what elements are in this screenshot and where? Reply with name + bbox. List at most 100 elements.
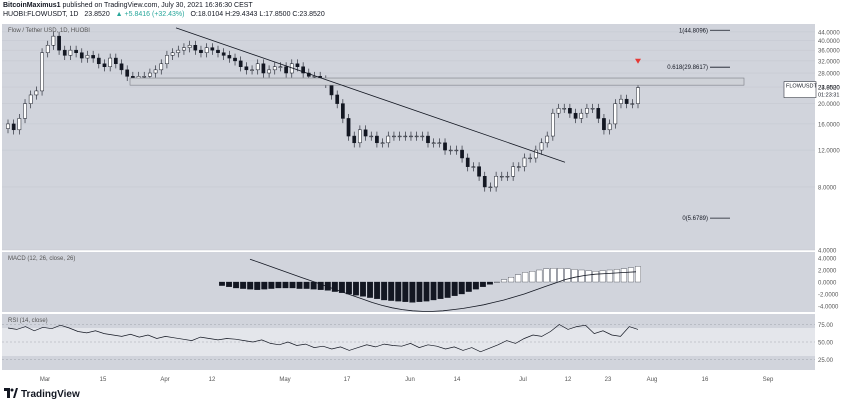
price-tick-label: 8.0000 bbox=[818, 185, 837, 191]
macd-histogram-bar bbox=[352, 281, 359, 296]
tradingview-brand: TradingView bbox=[21, 389, 80, 400]
ohlc-values: O:18.0104 H:29.4343 L:17.8500 C:23.8520 bbox=[190, 11, 325, 18]
macd-histogram-bar bbox=[233, 281, 240, 289]
author-name[interactable]: BitcoinMaximus1 bbox=[3, 2, 61, 9]
fib-level-label: 0.618(29.8617) bbox=[667, 65, 708, 71]
macd-histogram-bar bbox=[374, 281, 381, 299]
macd-histogram-bar bbox=[303, 281, 310, 289]
candle-body bbox=[477, 166, 481, 177]
candle-body bbox=[11, 123, 16, 131]
macd-histogram-bar bbox=[494, 281, 500, 283]
candle-body bbox=[562, 108, 567, 110]
time-tick-label: 14 bbox=[454, 377, 461, 383]
macd-histogram-bar bbox=[367, 281, 374, 298]
macd-histogram-bar bbox=[486, 281, 493, 285]
price-tag-symbol: FLOWUSDT bbox=[786, 84, 818, 90]
macd-histogram-bar bbox=[409, 281, 416, 303]
fib-level-label: 1(44.8096) bbox=[679, 28, 708, 34]
macd-histogram-bar bbox=[585, 270, 592, 283]
macd-histogram-bar bbox=[360, 281, 366, 297]
candle-body bbox=[488, 186, 493, 189]
candle-body bbox=[375, 135, 379, 144]
candle-body bbox=[619, 98, 623, 104]
tradingview-logo[interactable]: TradingView bbox=[4, 388, 80, 400]
candle-body bbox=[335, 94, 340, 104]
macd-histogram-bar bbox=[465, 281, 472, 292]
chart-canvas[interactable]: 4.0000 8.0000 12.0000 16.0000 20.0000 24.0000… bbox=[0, 22, 850, 386]
candle-body bbox=[96, 57, 101, 65]
descending-trendline bbox=[175, 27, 566, 163]
macd-histogram-bar bbox=[261, 281, 268, 290]
candle-body bbox=[244, 66, 249, 71]
candle-body bbox=[431, 142, 436, 144]
macd-histogram-bar bbox=[571, 269, 578, 283]
macd-histogram-bar bbox=[451, 281, 458, 296]
candle-body bbox=[182, 47, 186, 51]
candle-body bbox=[238, 60, 243, 67]
candle-body bbox=[539, 142, 544, 151]
price-tick-label: 24.0000 bbox=[818, 86, 840, 92]
macd-histogram-bar bbox=[275, 281, 282, 289]
candle-body bbox=[596, 108, 601, 119]
candle-body bbox=[193, 44, 198, 51]
macd-histogram-bar bbox=[423, 281, 430, 302]
price-tag-countdown: 01:23:31 bbox=[818, 93, 839, 99]
candle-body bbox=[272, 66, 277, 71]
candle-body bbox=[471, 166, 476, 168]
time-tick-label: Jul bbox=[519, 377, 527, 383]
price-tick-label: 40.0000 bbox=[818, 39, 840, 45]
candle-body bbox=[216, 49, 220, 53]
price-tick-label: 28.0000 bbox=[818, 72, 840, 78]
candle-body bbox=[556, 108, 561, 114]
candle-body bbox=[522, 157, 527, 167]
time-tick-label: 12 bbox=[209, 377, 216, 383]
candle-body bbox=[533, 149, 538, 159]
macd-title: MACD (12, 26, close, 26) bbox=[8, 256, 75, 262]
candle-body bbox=[57, 35, 61, 51]
candle-body bbox=[448, 149, 453, 152]
candle-body bbox=[312, 76, 317, 78]
macd-histogram-bar bbox=[395, 281, 402, 302]
candle-body bbox=[85, 55, 90, 59]
macd-histogram-bar bbox=[254, 281, 261, 290]
candle-body bbox=[295, 63, 300, 67]
rsi-title: RSI (14, close) bbox=[8, 318, 48, 324]
candle-body bbox=[630, 103, 635, 105]
candle-body bbox=[250, 69, 254, 71]
candle-body bbox=[341, 103, 345, 119]
candle-body bbox=[119, 63, 124, 71]
candle-body bbox=[108, 57, 113, 67]
macd-histogram-bar bbox=[345, 281, 352, 295]
macd-histogram-bar bbox=[479, 281, 486, 287]
candle-body bbox=[261, 63, 266, 74]
macd-histogram-bar bbox=[550, 268, 557, 283]
tradingview-logo-icon bbox=[4, 388, 18, 398]
published-text: published on TradingView.com, July 30, 2… bbox=[62, 2, 253, 9]
macd-histogram-bar bbox=[338, 281, 345, 293]
macd-tick-label: 0.0000 bbox=[818, 281, 837, 287]
rsi-pane: 75.00 50.00 25.00 RSI (14, close) bbox=[2, 314, 834, 370]
time-tick-label: 17 bbox=[344, 377, 351, 383]
candle-body bbox=[187, 44, 192, 48]
macd-histogram-bar bbox=[437, 281, 444, 299]
candle-body bbox=[148, 72, 152, 77]
candle-body bbox=[437, 142, 442, 144]
macd-histogram-bar bbox=[317, 281, 324, 290]
candle-body bbox=[142, 76, 147, 78]
macd-histogram-bar bbox=[613, 269, 620, 283]
price-change: ▲ +5.8416 (+32.43%) bbox=[115, 11, 185, 18]
macd-tick-label: 4.0000 bbox=[818, 257, 837, 263]
macd-histogram-bar bbox=[331, 281, 338, 292]
candle-body bbox=[585, 108, 589, 114]
time-tick-label: Aug bbox=[647, 377, 658, 383]
candle-body bbox=[125, 69, 130, 77]
candle-body bbox=[6, 123, 10, 129]
candle-body bbox=[568, 108, 572, 114]
price-tick-label: 36.0000 bbox=[818, 49, 840, 55]
macd-histogram-bar bbox=[388, 281, 395, 301]
macd-histogram-bar bbox=[240, 281, 247, 289]
candle-body bbox=[346, 118, 351, 137]
candle-body bbox=[210, 47, 215, 51]
candle-body bbox=[113, 57, 118, 65]
candle-body bbox=[409, 135, 413, 138]
